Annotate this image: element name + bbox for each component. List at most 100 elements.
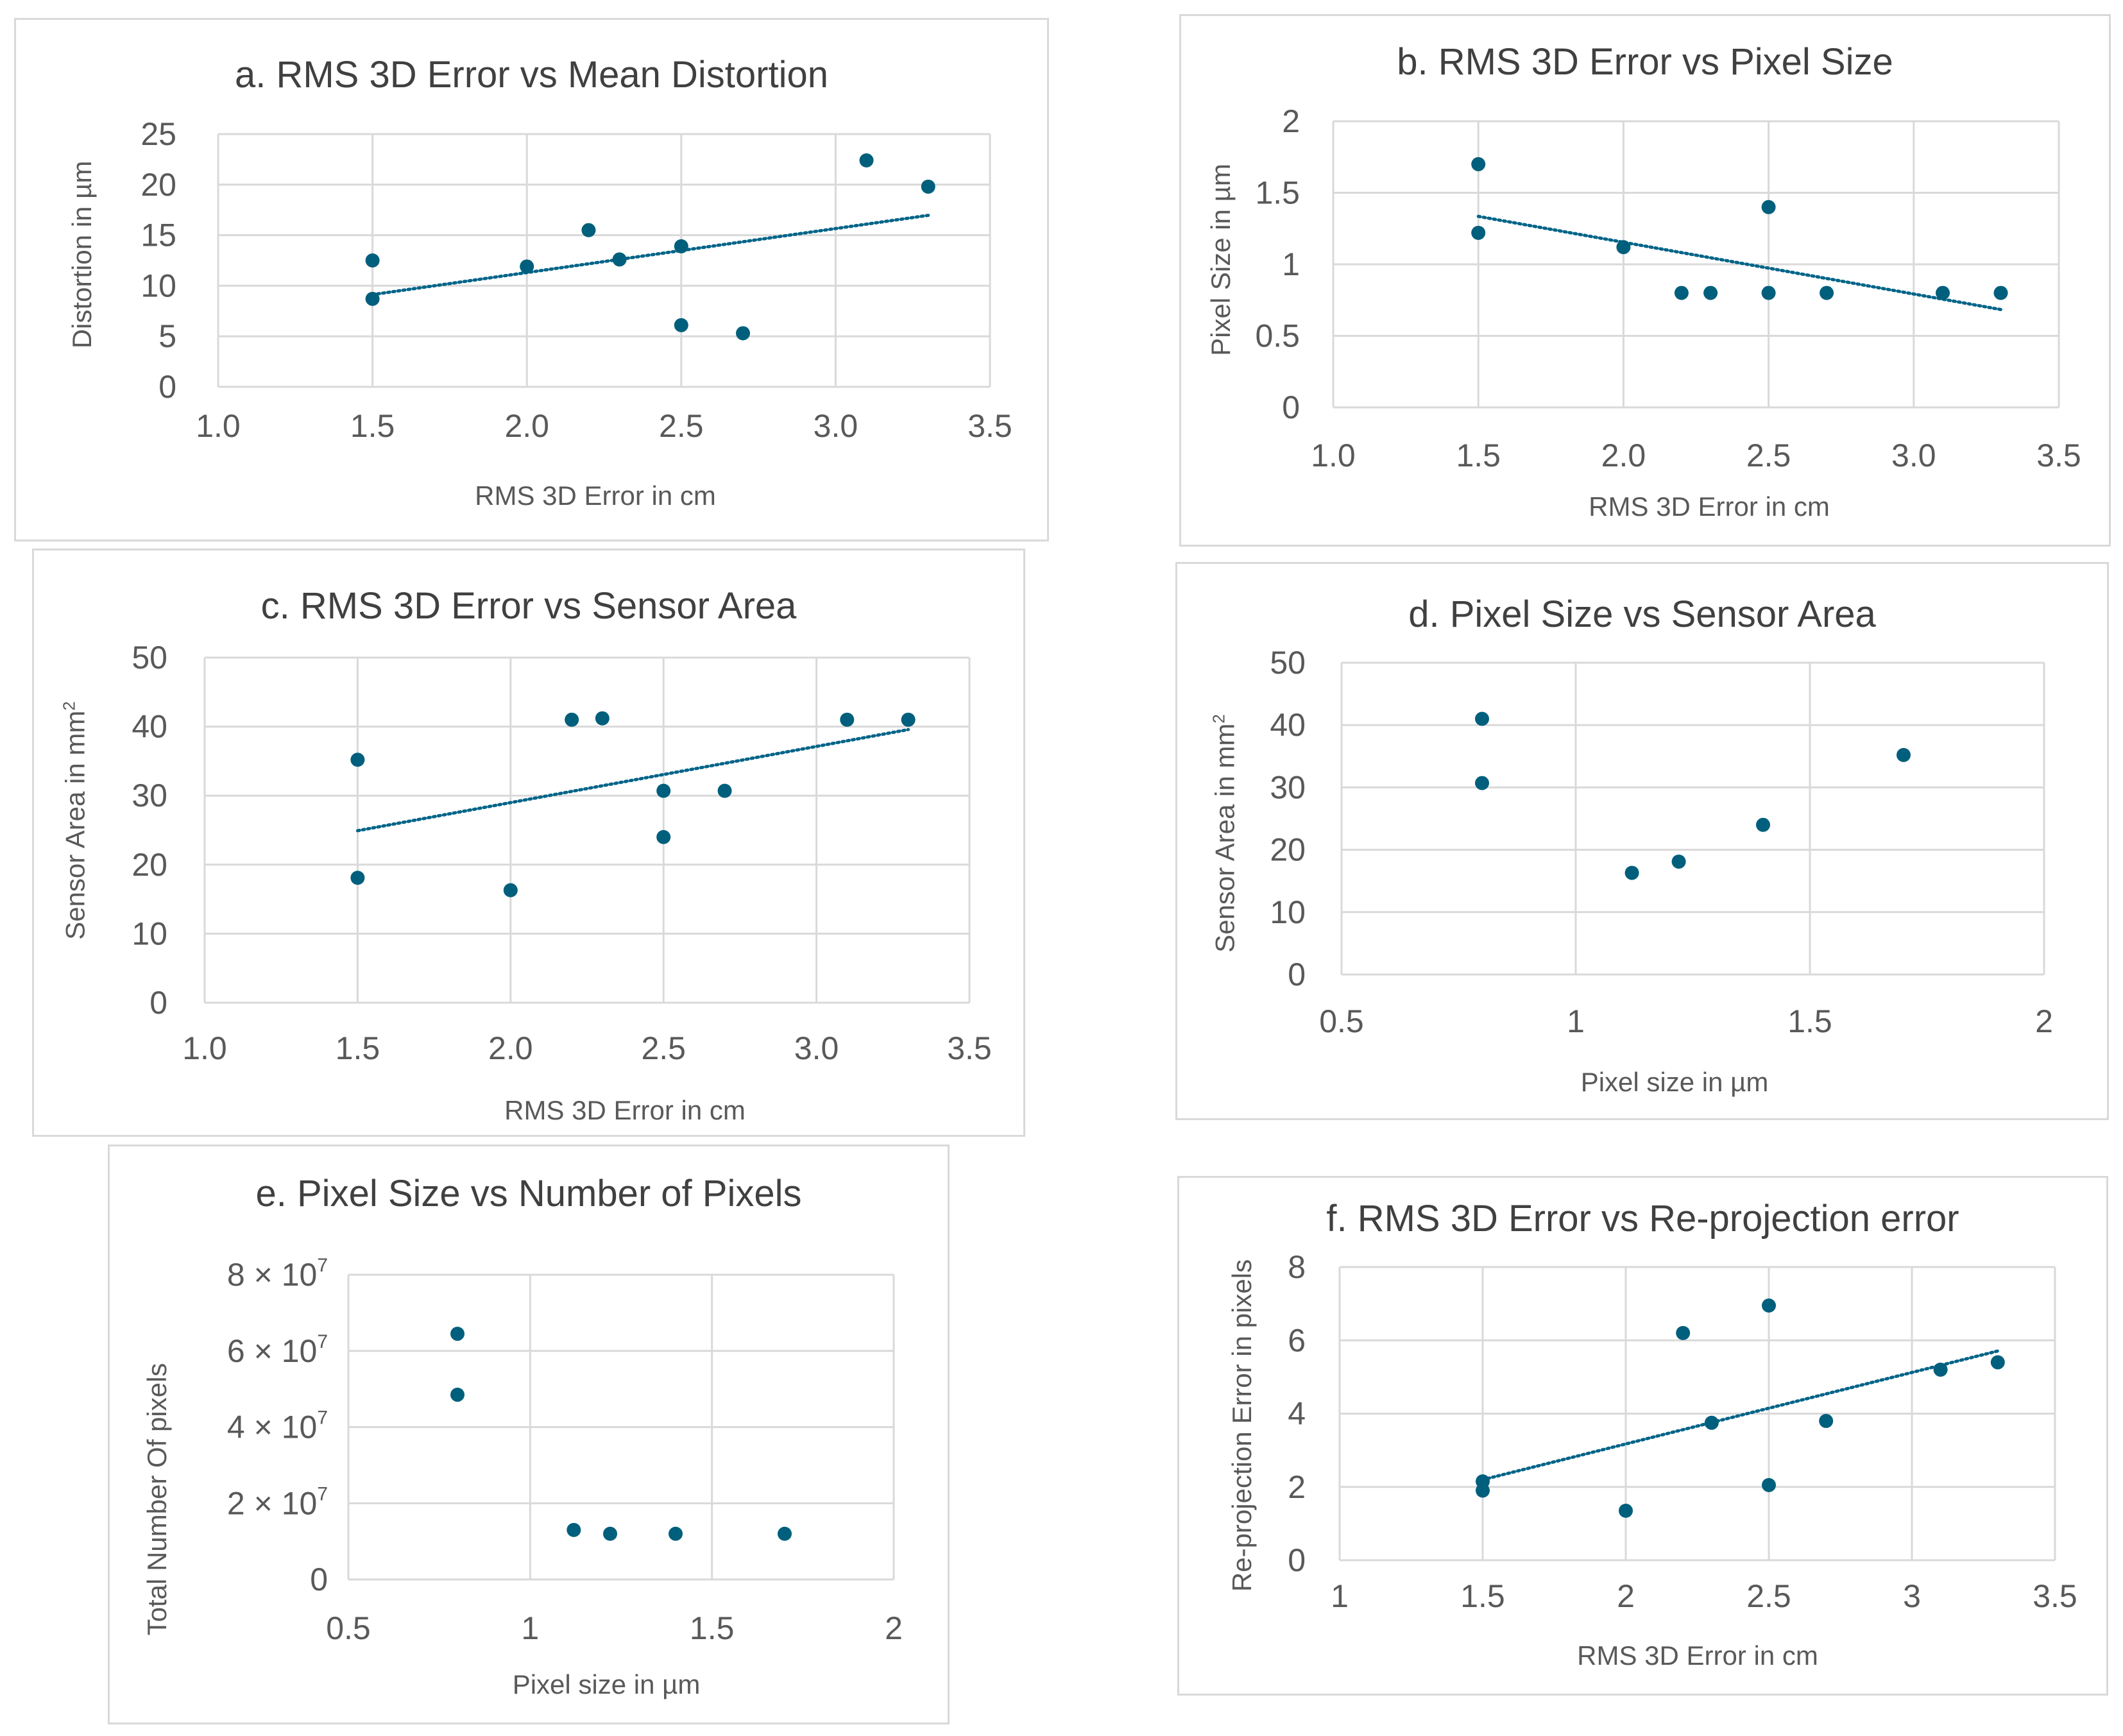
- x-tick-label: 0.5: [1319, 1003, 1364, 1039]
- data-point: [674, 239, 688, 253]
- data-point: [567, 1522, 581, 1537]
- x-tick-label: 1.5: [1460, 1578, 1505, 1614]
- y-tick-label: 50: [1270, 645, 1306, 681]
- y-tick-label: 6 × 107: [227, 1331, 328, 1369]
- trendline: [371, 214, 930, 296]
- y-axis-label-text-c: Sensor Area in mm: [60, 710, 90, 940]
- x-tick-label: 2.5: [659, 408, 704, 444]
- y-tick-label: 0: [1282, 389, 1300, 425]
- trendline: [355, 728, 910, 833]
- chart-title-f: f. RMS 3D Error vs Re-projection error: [1326, 1198, 1959, 1239]
- x-tick-label: 3.0: [814, 408, 858, 444]
- y-tick-label: 2 × 107: [227, 1483, 328, 1521]
- x-tick-label: 3.5: [2036, 438, 2081, 473]
- data-point: [736, 326, 751, 341]
- y-tick-label: 1: [1282, 246, 1300, 282]
- chart-plot-f: 1 1.5 2 2.5 3 3.5 0 2 4 6 8: [1288, 1249, 2077, 1614]
- y-tick-label: 2: [1282, 103, 1300, 139]
- y-tick-label: 2: [1288, 1469, 1306, 1505]
- y-tick-label: 1.5: [1255, 175, 1300, 211]
- y-tick-label: 0: [149, 985, 167, 1021]
- x-tick-label: 2.0: [1601, 438, 1646, 473]
- y-tick-label: 20: [132, 847, 167, 883]
- y-tick-label: 10: [1270, 894, 1306, 930]
- x-tick-label: 1.5: [350, 408, 395, 444]
- x-tick-label: 3.5: [2033, 1578, 2077, 1614]
- chart-plot-c: 1.0 1.5 2.0 2.5 3.0 3.5 0 10 20 30 40 50: [132, 640, 991, 1066]
- trendline: [1481, 1349, 2000, 1481]
- y-axis-label-f: Re-projection Error in pixels: [1227, 1259, 1257, 1592]
- x-tick-label: 2.5: [1746, 1578, 1791, 1614]
- y-tick-label: 30: [1270, 769, 1306, 805]
- data-point: [1762, 1477, 1776, 1492]
- x-tick-label: 2.0: [504, 408, 549, 444]
- data-point: [565, 712, 579, 727]
- x-tick-label: 1.0: [182, 1030, 227, 1066]
- chart-plot-a: 1.0 1.5 2.0 2.5 3.0 3.5 0 5 10 15 20 25: [141, 116, 1012, 444]
- x-tick-label: 3.5: [968, 408, 1012, 444]
- chart-panel-d: 0.5 1 1.5 2 0 10 20 30 40 50 d. Pixel Size vs Sen…: [1175, 562, 2109, 1120]
- data-point: [1993, 285, 2008, 300]
- x-tick-label: 2: [2035, 1003, 2053, 1039]
- chart-panel-e: 0.5 1 1.5 2 0 2 × 107 4 × 107 6 × 107 8 × 107 e.…: [108, 1145, 950, 1724]
- data-point: [778, 1526, 792, 1541]
- y-axis-label-d: Sensor Area in mm2: [1209, 714, 1241, 953]
- data-point: [1820, 285, 1834, 300]
- data-point: [1704, 1415, 1719, 1430]
- y-tick-label: 15: [141, 217, 176, 253]
- data-point: [595, 711, 610, 726]
- y-tick-label: 0: [158, 369, 176, 405]
- data-point: [612, 252, 627, 267]
- y-axis-label-c: Sensor Area in mm2: [60, 701, 91, 940]
- data-point: [1936, 285, 1950, 300]
- y-tick-label: 0: [1288, 957, 1306, 992]
- y-tick-label: 8 × 107: [227, 1255, 328, 1293]
- y-tick-label: 20: [141, 167, 176, 203]
- data-point: [503, 883, 518, 898]
- y-tick-label: 50: [132, 640, 167, 676]
- y-tick-label: 8: [1288, 1249, 1306, 1285]
- data-point: [365, 291, 380, 306]
- data-point: [1990, 1355, 2005, 1370]
- chart-panel-f: 1 1.5 2 2.5 3 3.5 0 2 4 6 8 f. RMS 3D Error vs Re-…: [1177, 1176, 2108, 1696]
- y-tick-label: 4: [1288, 1396, 1306, 1432]
- y-tick-label: 10: [132, 915, 167, 951]
- data-point: [1475, 776, 1489, 790]
- y-axis-label-text-d: Sensor Area in mm: [1209, 723, 1240, 953]
- data-point: [450, 1388, 465, 1402]
- x-tick-label: 1.0: [1311, 438, 1356, 473]
- x-tick-label: 0.5: [326, 1610, 371, 1646]
- data-point: [581, 223, 596, 237]
- x-tick-label: 3.0: [794, 1030, 839, 1066]
- x-tick-label: 3: [1903, 1578, 1921, 1614]
- y-axis-label-sup-d: 2: [1209, 714, 1229, 724]
- y-tick-label: 0.5: [1255, 318, 1300, 354]
- chart-title-b: b. RMS 3D Error vs Pixel Size: [1397, 41, 1893, 83]
- data-point: [1933, 1362, 1948, 1377]
- y-tick-label: 4 × 107: [227, 1408, 328, 1445]
- chart-title-a: a. RMS 3D Error vs Mean Distortion: [234, 54, 829, 96]
- x-tick-label: 1: [1567, 1003, 1585, 1039]
- y-axis-label-b: Pixel Size in µm: [1206, 164, 1236, 356]
- x-axis-label-d: Pixel size in µm: [1580, 1067, 1769, 1097]
- data-point: [656, 783, 671, 798]
- data-point: [1674, 285, 1689, 300]
- y-axis-label-a: Distortion in µm: [67, 160, 97, 349]
- data-point: [1476, 1483, 1490, 1498]
- data-point: [1703, 285, 1718, 300]
- y-tick-label: 0: [310, 1562, 328, 1597]
- data-point: [1897, 747, 1911, 762]
- x-tick-label: 3.0: [1891, 438, 1936, 473]
- x-axis-label-b: RMS 3D Error in cm: [1589, 491, 1830, 522]
- x-tick-label: 1.5: [690, 1610, 735, 1646]
- y-tick-label: 6: [1288, 1322, 1306, 1358]
- data-point: [603, 1526, 617, 1541]
- chart-title-d: d. Pixel Size vs Sensor Area: [1408, 593, 1876, 635]
- data-point: [520, 259, 534, 274]
- data-point: [1624, 865, 1639, 880]
- data-point: [1671, 855, 1686, 869]
- data-point: [1475, 711, 1489, 726]
- chart-title-e: e. Pixel Size vs Number of Pixels: [255, 1173, 802, 1214]
- data-point: [350, 871, 365, 885]
- data-point: [1819, 1413, 1834, 1428]
